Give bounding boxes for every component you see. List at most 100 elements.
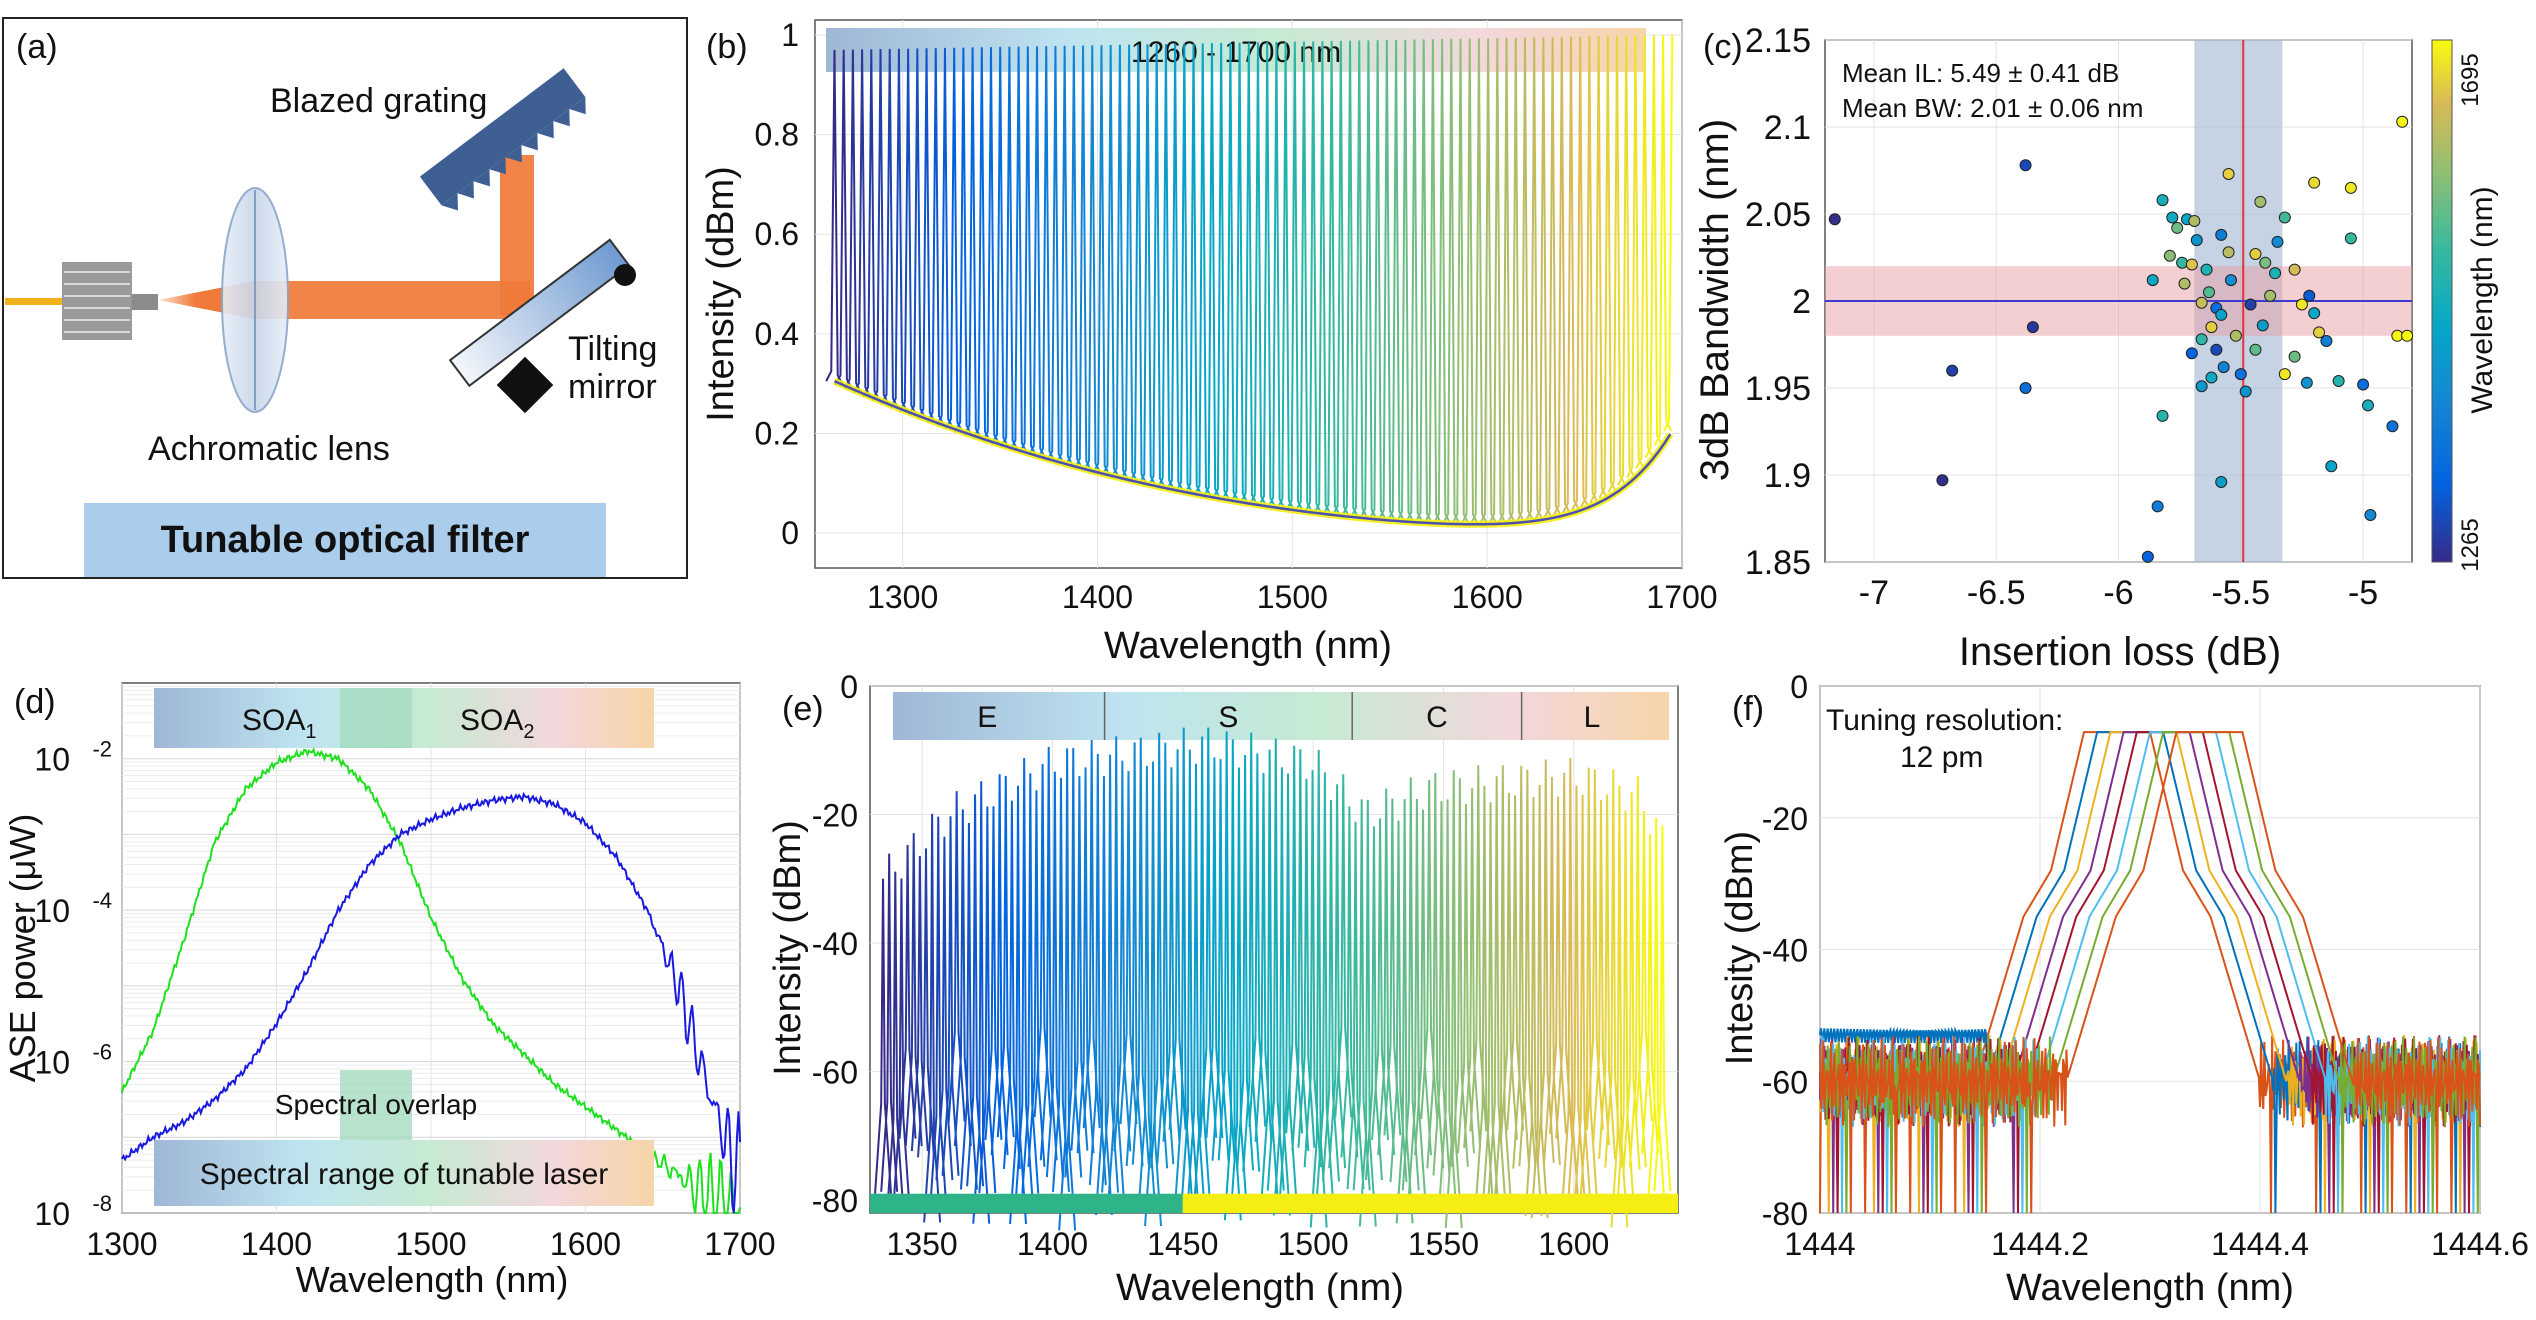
spectrum-peak: [1058, 748, 1077, 1231]
spectrum-peak: [1426, 772, 1445, 1169]
spectrum-peak: [1536, 759, 1555, 1163]
spectrum-peak: [1107, 736, 1126, 1205]
spectrum-peak: [1493, 765, 1512, 1202]
tick-label-x: 1500: [1257, 579, 1328, 615]
scatter-point: [2344, 181, 2357, 194]
floor-yellow: [1182, 1193, 1678, 1213]
scatter-point: [2188, 214, 2201, 227]
ylabel-d: ASE power (μW): [2, 814, 43, 1083]
spectrum-peak: [1009, 785, 1028, 1225]
tick-label-y: 0: [840, 669, 858, 705]
panel-d-chart: (d) SOA1 SOA2 Spectral overlap Spectral …: [2, 682, 776, 1300]
tick-label-x: -7: [1859, 574, 1889, 612]
spectra-b: [825, 34, 1674, 528]
scatter-point: [1936, 474, 1949, 487]
colorbar-max: 1695: [2457, 53, 2484, 106]
scatter-point: [2288, 263, 2301, 276]
spectrum-peak: [1616, 810, 1635, 1203]
tick-label-y-exponent: -4: [92, 888, 112, 913]
floor-green: [870, 1193, 1183, 1213]
spectrum-peak: [1144, 761, 1163, 1227]
scatter-point: [2195, 296, 2208, 309]
spectrum-peak: [874, 878, 893, 1194]
tick-label-y: -60: [812, 1055, 858, 1091]
spectrum-peak: [1647, 818, 1666, 1200]
tick-label-x: 1550: [1408, 1226, 1479, 1262]
xlabel-c: Insertion loss (dB): [1959, 630, 2281, 674]
tick-label-x: 1444.4: [2211, 1226, 2309, 1262]
tick-label-x: 1300: [86, 1226, 157, 1262]
scatter-point: [2215, 475, 2228, 488]
spectrum-peak: [1315, 772, 1334, 1199]
spectrum-peak: [1628, 775, 1647, 1168]
scatter-point: [2332, 375, 2345, 388]
beam-horizontal: [250, 281, 530, 319]
scatter-point: [2320, 335, 2333, 348]
scatter-point: [2325, 460, 2338, 473]
scatter-point: [2151, 500, 2164, 513]
tick-label-x: 1400: [1062, 579, 1133, 615]
spectrum-peak: [1125, 742, 1144, 1167]
label-tilting: Tilting: [568, 330, 657, 368]
tuning-annotation-1: Tuning resolution:: [1826, 704, 2063, 737]
panel-b-label: (b): [706, 28, 748, 66]
spectrum-peak: [1395, 799, 1414, 1224]
spectrum-peak: [1229, 767, 1248, 1213]
spectrum-peak: [1113, 760, 1132, 1152]
spectrum-peak: [1211, 759, 1230, 1161]
label-achromatic-lens: Achromatic lens: [148, 430, 390, 468]
overlap-box: [340, 1070, 412, 1140]
title-box: [84, 503, 606, 577]
scatter-point: [2222, 246, 2235, 259]
tick-label-x: 1444.2: [1991, 1226, 2089, 1262]
tick-label-x: 1300: [867, 579, 938, 615]
tick-label-y: 0: [1790, 669, 1808, 705]
spectrum-peak: [1236, 754, 1255, 1171]
panel-f-label: (f): [1732, 690, 1764, 728]
spectrum-peak: [990, 774, 1009, 1156]
spectrum-peak: [1174, 727, 1193, 1197]
tick-label-x: 1400: [1017, 1226, 1088, 1262]
range-label: Spectral range of tunable laser: [200, 1158, 609, 1191]
spectrum-peak: [978, 806, 997, 1194]
tick-label-x: 1600: [550, 1226, 621, 1262]
spectrum-peak: [1027, 790, 1046, 1167]
scatter-point: [2271, 235, 2284, 248]
band-label-E: E: [977, 701, 997, 734]
spectrum-peak: [1346, 821, 1365, 1190]
fiber: [5, 298, 65, 305]
spectrum-peak: [1364, 826, 1383, 1181]
tick-label-y: 1.95: [1745, 370, 1811, 408]
tick-label-x: 1500: [395, 1226, 466, 1262]
overlap-label: Spectral overlap: [275, 1089, 477, 1120]
spectrum-peak: [1223, 739, 1242, 1221]
scatter-point: [2141, 550, 2154, 563]
spectrum-peak: [941, 816, 960, 1176]
scatter-point: [2357, 378, 2370, 391]
ticks-f: 1444 1444.2 1444.4 1444.6 -80 -60 -40 -20 0: [1762, 669, 2529, 1262]
scatter-point: [2308, 176, 2321, 189]
label-blazed-grating: Blazed grating: [270, 82, 487, 120]
tick-label-y-exponent: -2: [92, 737, 112, 762]
spectrum-peak: [1242, 732, 1261, 1172]
tick-label-y: 1.9: [1764, 457, 1811, 495]
tick-label-y-exponent: -6: [92, 1040, 112, 1065]
spectrum-peak: [1291, 749, 1310, 1152]
ticks-c: -7 -6.5 -6 -5.5 -5 1.85 1.9 1.95 2 2.05 2.1 2.15: [1745, 22, 2378, 612]
tick-label-y: 10: [34, 893, 70, 929]
spectrum-peak: [923, 813, 942, 1223]
scatter-point: [2171, 221, 2184, 234]
range-box: [154, 1140, 654, 1206]
tick-label-x: 1700: [704, 1226, 775, 1262]
scatter-point: [2259, 256, 2272, 269]
tick-label-y: 0.4: [755, 316, 799, 352]
tick-label-y: 10: [34, 1045, 70, 1081]
tick-label-y: 1: [781, 17, 799, 53]
spectrum-peak: [1322, 800, 1340, 1182]
scatter-point: [2176, 256, 2189, 269]
tick-label-x: -5.5: [2211, 574, 2270, 612]
spectrum-peak: [1272, 767, 1291, 1216]
scatter-point: [2202, 286, 2215, 299]
tick-label-y: 10: [34, 742, 70, 778]
